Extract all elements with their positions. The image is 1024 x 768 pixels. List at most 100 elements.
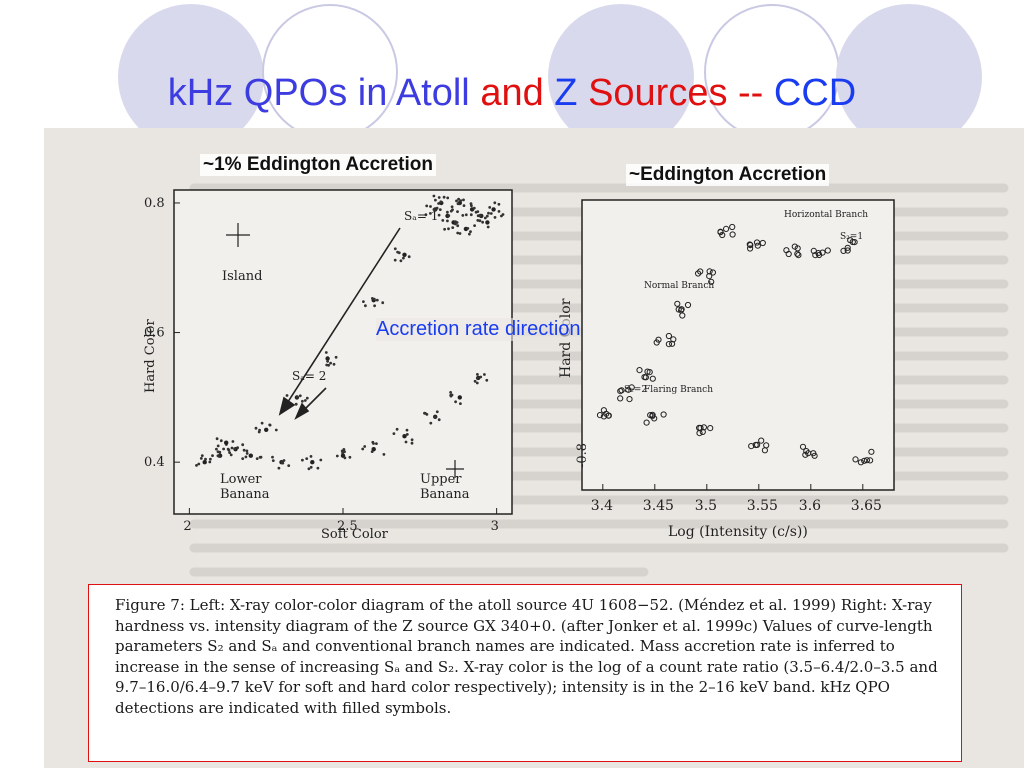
data-point	[242, 448, 246, 452]
data-point	[861, 457, 868, 464]
data-point	[429, 205, 432, 208]
data-point	[307, 467, 311, 471]
data-point	[301, 399, 304, 403]
data-point	[462, 204, 466, 207]
data-point	[447, 214, 451, 218]
data-point	[488, 206, 492, 209]
data-point	[625, 386, 632, 393]
data-point	[747, 245, 754, 252]
flaring-branch-label: Flaring Branch	[644, 385, 713, 395]
data-point	[361, 447, 365, 451]
data-point	[748, 443, 755, 450]
data-point	[222, 447, 226, 451]
right-xlabel: Log (Intensity (c/s))	[668, 524, 808, 540]
data-point	[489, 212, 493, 215]
data-point	[236, 446, 240, 450]
data-point	[723, 225, 730, 233]
data-point	[844, 244, 851, 251]
data-point	[753, 239, 761, 246]
left-xlabel: Soft Color	[321, 527, 389, 542]
data-point	[454, 400, 457, 404]
data-point	[474, 210, 478, 214]
title-part: --	[738, 72, 774, 114]
data-point	[303, 399, 307, 402]
data-point	[392, 432, 396, 435]
upper-banana-marker	[446, 460, 464, 478]
data-point	[501, 213, 505, 216]
data-point	[783, 247, 790, 254]
data-point	[399, 259, 403, 263]
decorative-circle	[262, 4, 398, 140]
title-part: CCD	[773, 72, 857, 114]
data-point	[228, 451, 232, 454]
y-tick-label: 0.8	[144, 196, 165, 211]
data-point	[301, 458, 304, 462]
data-point	[851, 239, 858, 246]
data-point	[665, 341, 673, 348]
x-tick-label: 3.4	[591, 498, 613, 514]
x-tick-label: 3.65	[851, 498, 882, 514]
data-point	[230, 446, 234, 450]
data-point	[271, 455, 274, 459]
data-point	[708, 278, 715, 285]
x-tick-label: 2	[183, 519, 191, 534]
data-point	[219, 439, 223, 443]
data-point	[407, 255, 411, 259]
data-point	[224, 440, 229, 445]
data-point	[305, 396, 309, 400]
data-point	[298, 394, 302, 398]
data-point	[433, 415, 437, 419]
data-point	[455, 199, 458, 203]
data-point	[348, 455, 352, 459]
data-point	[310, 460, 315, 465]
figure-caption: Figure 7: Left: X-ray color-color diagra…	[88, 584, 962, 762]
data-point	[441, 219, 445, 222]
data-point	[410, 438, 414, 442]
data-point	[277, 466, 281, 470]
lower-banana-label: Banana	[220, 487, 270, 502]
data-point	[241, 457, 245, 460]
data-point	[642, 374, 650, 381]
data-point	[481, 220, 484, 224]
sz1-label: S₂=1	[840, 232, 863, 242]
data-point	[617, 388, 624, 395]
data-point	[424, 412, 427, 415]
data-point	[200, 454, 204, 457]
data-point	[466, 227, 470, 230]
data-point	[226, 447, 230, 451]
x-tick-label: 3.5	[695, 498, 717, 514]
data-point	[469, 230, 472, 233]
data-point	[375, 298, 379, 302]
data-point	[325, 356, 330, 361]
data-point	[373, 304, 376, 308]
right-plot-points	[596, 223, 875, 466]
data-point	[810, 247, 817, 255]
data-point	[295, 395, 299, 398]
data-point	[458, 232, 462, 235]
data-point	[241, 443, 245, 447]
data-point	[617, 395, 624, 402]
data-point	[456, 210, 459, 213]
data-point	[454, 222, 457, 226]
data-point	[844, 247, 851, 254]
data-point	[446, 196, 450, 200]
data-point	[462, 198, 465, 202]
data-point	[447, 227, 450, 231]
data-point	[868, 448, 875, 455]
data-point	[326, 359, 329, 363]
data-point	[248, 453, 253, 458]
data-point	[863, 457, 871, 464]
data-point	[469, 213, 473, 217]
data-point	[305, 457, 309, 460]
data-point	[343, 450, 346, 454]
data-point	[647, 412, 654, 419]
data-point	[437, 196, 441, 199]
data-point	[245, 452, 249, 455]
upper-banana-label: Upper	[420, 472, 462, 487]
y-tick-label: -0.8	[575, 443, 590, 468]
data-point	[437, 213, 441, 217]
data-point	[461, 214, 465, 217]
data-point	[396, 250, 399, 254]
data-point	[649, 375, 656, 382]
data-point	[483, 216, 487, 220]
